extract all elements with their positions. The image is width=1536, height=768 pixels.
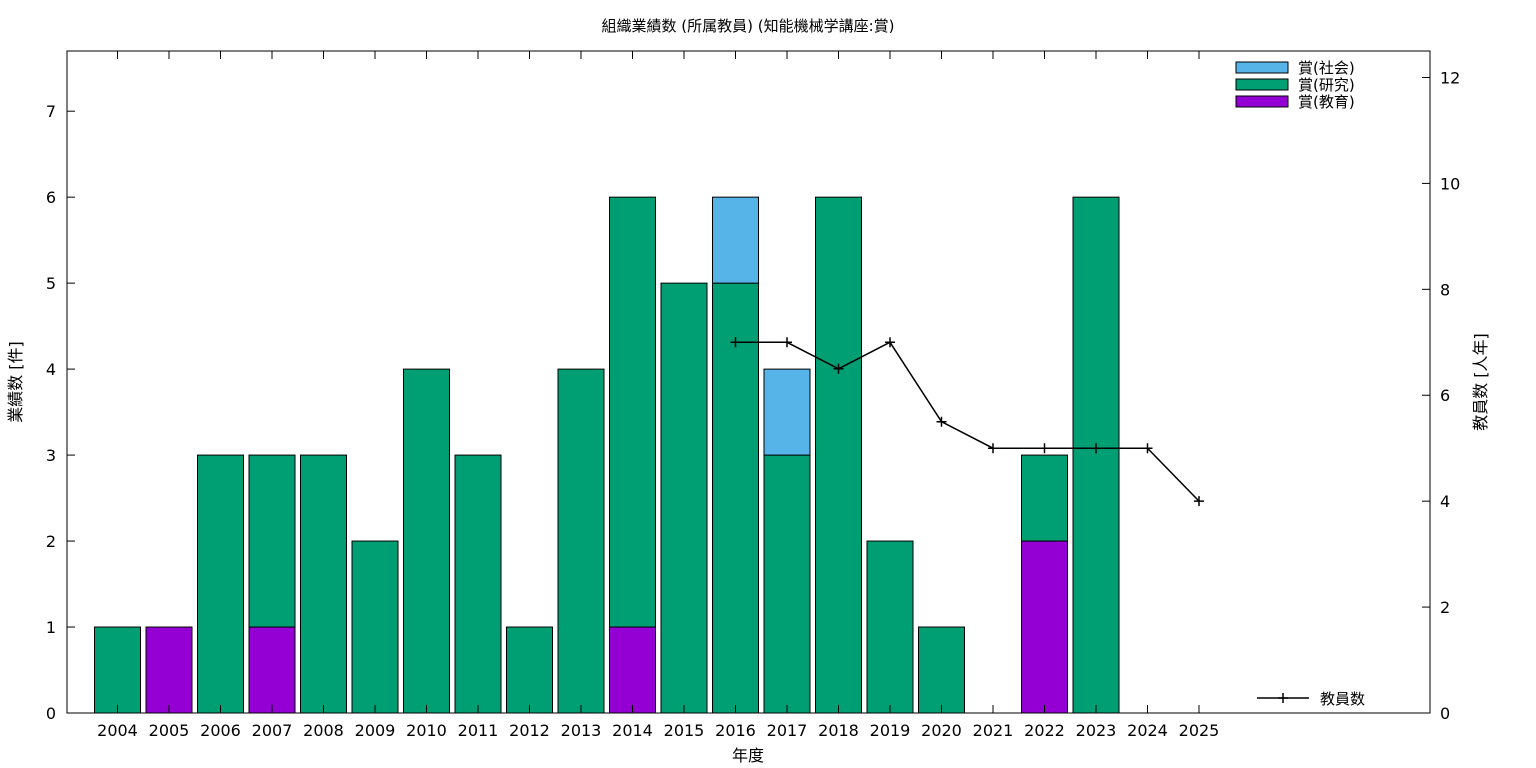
y-axis-label: 業績数 [件]: [6, 341, 25, 423]
x-tick-label: 2017: [767, 721, 808, 740]
bar-2006-series-1: [197, 454, 244, 714]
x-tick-label: 2009: [355, 721, 396, 740]
bar-2022-series-0: [1021, 540, 1068, 714]
y-tick-label: 2: [46, 532, 56, 551]
bar-2008-series-1: [300, 454, 347, 714]
bar-2016-series-1: [712, 282, 759, 714]
x-tick-label: 2014: [612, 721, 653, 740]
y-tick-label: 7: [46, 102, 56, 121]
legend-swatch: [1235, 61, 1289, 74]
bar-2022-series-1: [1021, 454, 1068, 542]
x-tick-label: 2022: [1024, 721, 1065, 740]
x-tick-label: 2008: [303, 721, 344, 740]
x-tick-label: 2012: [509, 721, 550, 740]
x-tick-label: 2018: [818, 721, 859, 740]
x-tick-label: 2013: [561, 721, 602, 740]
chart-title: 組織業績数 (所属教員) (知能機械学講座:賞): [602, 17, 895, 35]
legend-label: 賞(研究): [1298, 76, 1355, 94]
legend: 賞(社会)賞(研究)賞(教育) 教員数: [1235, 59, 1365, 708]
x-tick-label: 2006: [200, 721, 241, 740]
y2-tick-label: 4: [1440, 492, 1450, 511]
legend-line-marker: [1278, 693, 1288, 703]
bar-2010-series-1: [403, 368, 450, 714]
line-series-point: [782, 337, 792, 348]
legend-swatch: [1235, 95, 1289, 108]
line-series-point: [1091, 443, 1101, 454]
line-series-point: [885, 337, 895, 348]
legend-swatch: [1235, 78, 1289, 91]
bar-2019-series-1: [866, 540, 914, 714]
bar-2012-series-1: [506, 626, 553, 714]
bar-2009-series-1: [351, 540, 399, 714]
y2-tick-label: 0: [1440, 704, 1450, 723]
line-series-point: [988, 443, 998, 454]
bar-2016-series-2: [712, 196, 759, 284]
y-tick-label: 6: [46, 188, 56, 207]
bar-2017-series-2: [763, 368, 811, 456]
x-tick-label: 2021: [973, 721, 1014, 740]
x-axis-label: 年度: [732, 746, 764, 765]
x-tick-label: 2023: [1076, 721, 1117, 740]
y-tick-label: 0: [46, 704, 56, 723]
legend-label: 賞(社会): [1298, 59, 1355, 77]
x-tick-label: 2005: [149, 721, 190, 740]
y-tick-label: 4: [46, 360, 56, 379]
y2-tick-label: 12: [1440, 68, 1460, 87]
bar-2011-series-1: [454, 454, 502, 714]
bar-2020-series-1: [918, 626, 965, 714]
x-tick-label: 2024: [1127, 721, 1168, 740]
bars-group: [94, 196, 1120, 714]
bar-2007-series-0: [248, 626, 296, 714]
bar-2014-series-1: [609, 196, 656, 628]
line-series-point: [833, 363, 844, 374]
bar-2017-series-1: [763, 454, 811, 714]
y-tick-label: 1: [46, 618, 56, 637]
line-series-group: [730, 337, 1204, 507]
line-series-point: [1142, 443, 1153, 454]
x-tick-label: 2020: [921, 721, 962, 740]
x-tick-label: 2007: [252, 721, 293, 740]
bar-2005-series-0: [145, 626, 193, 714]
line-series-point: [1039, 443, 1050, 454]
bar-2023-series-1: [1072, 196, 1120, 714]
bar-2013-series-1: [557, 368, 605, 714]
y2-tick-label: 2: [1440, 598, 1450, 617]
x-tick-label: 2004: [97, 721, 138, 740]
y2-tick-label: 6: [1440, 386, 1450, 405]
y-tick-label: 5: [46, 274, 56, 293]
bar-2015-series-1: [660, 282, 708, 714]
bar-2004-series-1: [94, 626, 141, 714]
bar-2018-series-1: [815, 196, 862, 714]
plot-frame: [66, 50, 1431, 714]
y-tick-label: 3: [46, 446, 56, 465]
bar-2007-series-1: [248, 454, 296, 628]
y2-tick-label: 8: [1440, 280, 1450, 299]
line-series-point: [730, 337, 741, 348]
y2-tick-label: 10: [1440, 174, 1460, 193]
legend-label: 賞(教育): [1298, 93, 1355, 111]
bar-2014-series-0: [609, 626, 656, 714]
line-series-path: [735, 341, 1200, 502]
line-series-point: [1194, 496, 1204, 507]
x-tick-label: 2019: [870, 721, 911, 740]
x-tick-label: 2011: [458, 721, 499, 740]
x-tick-label: 2010: [406, 721, 447, 740]
x-tick-label: 2016: [715, 721, 756, 740]
x-tick-label: 2025: [1179, 721, 1220, 740]
x-tick-label: 2015: [664, 721, 705, 740]
y2-axis-label: 教員数 [人年]: [1471, 333, 1490, 431]
legend-label: 教員数: [1320, 690, 1365, 708]
line-series-point: [936, 416, 947, 427]
